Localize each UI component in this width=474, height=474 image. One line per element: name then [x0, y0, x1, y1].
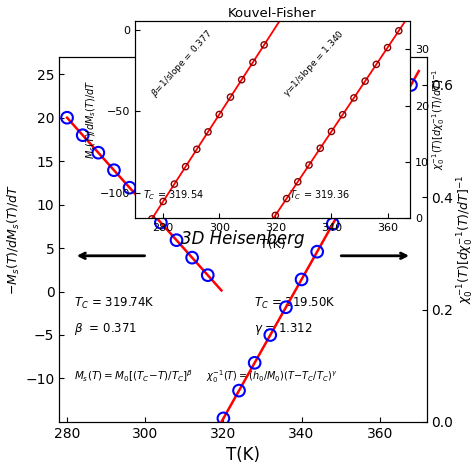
- Y-axis label: $-M_s(T)/dM_s(T)/dT$: $-M_s(T)/dM_s(T)/dT$: [6, 184, 22, 295]
- Text: $T_C$ = 319.74K: $T_C$ = 319.74K: [74, 296, 155, 311]
- Point: [384, 44, 392, 51]
- Text: $\gamma$=1/slope = 1.340: $\gamma$=1/slope = 1.340: [281, 27, 348, 100]
- Point: [407, 81, 415, 89]
- Point: [79, 131, 86, 139]
- Point: [360, 164, 368, 172]
- Point: [193, 146, 201, 153]
- Y-axis label: $M_s(T)/dM_s(T)/dT$: $M_s(T)/dM_s(T)/dT$: [85, 80, 99, 159]
- Point: [148, 215, 156, 223]
- Text: $\beta$=1/slope = 0.377: $\beta$=1/slope = 0.377: [149, 27, 216, 100]
- Point: [141, 201, 149, 209]
- Point: [251, 359, 258, 366]
- Text: $\beta$  = 0.371: $\beta$ = 0.371: [74, 321, 137, 337]
- Point: [392, 109, 399, 117]
- Point: [361, 77, 369, 85]
- Y-axis label: $\chi_0^{-1}(T)[d\chi_0^{-1}(T)/dT]^{-1}$: $\chi_0^{-1}(T)[d\chi_0^{-1}(T)/dT]^{-1}…: [430, 69, 447, 171]
- Point: [110, 166, 118, 174]
- Point: [283, 195, 291, 202]
- Point: [313, 248, 321, 255]
- Point: [329, 220, 337, 228]
- Point: [126, 184, 133, 191]
- Text: $T_C$ = 319.50K: $T_C$ = 319.50K: [254, 296, 336, 311]
- Point: [282, 303, 290, 311]
- Point: [350, 94, 358, 102]
- Point: [137, 232, 145, 240]
- Point: [182, 163, 190, 171]
- Y-axis label: $\chi_0^{-1}(T)[d\chi_0^{-1}(T)/dT]^{-1}$: $\chi_0^{-1}(T)[d\chi_0^{-1}(T)/dT]^{-1}…: [456, 174, 474, 304]
- Point: [395, 27, 402, 35]
- Point: [63, 114, 71, 121]
- Text: $\chi_0^{-1}(T) = (h_0/M_0)(T\!-\!T_C/T_C)^\gamma$: $\chi_0^{-1}(T) = (h_0/M_0)(T\!-\!T_C/T_…: [206, 368, 337, 385]
- Point: [373, 61, 380, 68]
- Text: $M_s(T) = M_0[(T_C\!-\!T)/T_C]^\beta$: $M_s(T) = M_0[(T_C\!-\!T)/T_C]^\beta$: [74, 368, 193, 384]
- Point: [339, 111, 346, 118]
- Point: [188, 254, 196, 262]
- Point: [171, 180, 178, 188]
- Point: [219, 415, 227, 422]
- X-axis label: T(K): T(K): [260, 238, 285, 251]
- Point: [249, 58, 257, 66]
- Point: [204, 128, 212, 136]
- Title: Kouvel-Fisher: Kouvel-Fisher: [228, 7, 317, 20]
- Point: [328, 128, 335, 135]
- Point: [272, 211, 279, 219]
- Point: [204, 271, 211, 279]
- Point: [317, 145, 324, 152]
- Point: [376, 137, 383, 144]
- Point: [294, 178, 301, 186]
- Point: [227, 93, 234, 101]
- Point: [345, 192, 352, 200]
- Point: [235, 387, 243, 394]
- Point: [157, 219, 164, 227]
- Text: $T_C$ = 319.36: $T_C$ = 319.36: [289, 188, 350, 202]
- Point: [298, 276, 305, 283]
- Point: [260, 41, 268, 49]
- Text: 3D Heisenberg: 3D Heisenberg: [181, 230, 305, 248]
- X-axis label: T(K): T(K): [226, 447, 260, 464]
- Point: [173, 237, 180, 244]
- Point: [305, 161, 313, 169]
- Point: [94, 149, 102, 156]
- Text: $\gamma$ = 1.312: $\gamma$ = 1.312: [254, 321, 313, 337]
- Point: [238, 76, 246, 83]
- Point: [159, 198, 167, 205]
- Point: [266, 331, 274, 339]
- Text: $T_C$ = 319.54: $T_C$ = 319.54: [143, 188, 204, 202]
- Point: [216, 111, 223, 118]
